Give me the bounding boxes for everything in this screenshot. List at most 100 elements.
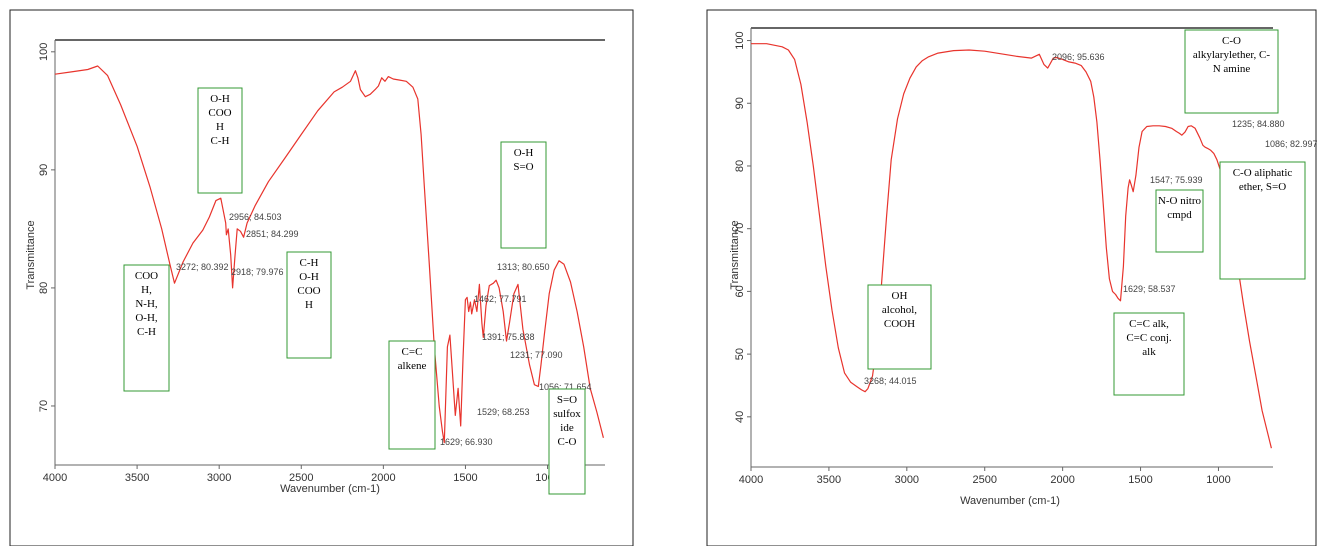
annotation-box-border [197, 87, 243, 194]
annotation-box: C-O alkylarylether, C- N amine [1184, 29, 1279, 114]
y-axis-title: Transmittance [729, 220, 741, 289]
peak-label: 1629; 66.930 [440, 437, 493, 447]
annotation-text: alkylarylether, C- [1193, 49, 1270, 61]
annotation-text: COO [208, 107, 231, 119]
annotation-text: C=C [402, 346, 423, 358]
y-tick-label: 90 [38, 164, 50, 176]
y-tick-label: 40 [734, 411, 746, 423]
annotation-box: COO H, N-H, O-H, C-H [123, 264, 170, 392]
annotation-text: S=O [557, 394, 577, 406]
annotation-text: C-H [300, 257, 319, 269]
annotation-box-border [1113, 312, 1185, 396]
y-tick-label: 60 [734, 285, 746, 297]
annotation-box-border [1184, 29, 1279, 114]
peak-label: 1629; 58.537 [1123, 284, 1176, 294]
peak-label: 1235; 84.880 [1232, 119, 1285, 129]
annotation-text: COO [135, 270, 158, 282]
annotation-text: ether, S=O [1239, 181, 1286, 193]
x-tick-label: 2000 [1050, 474, 1074, 486]
spectrum-line [751, 43, 1272, 449]
y-tick-label: 100 [38, 43, 50, 61]
annotation-text: O-H, [135, 312, 158, 324]
x-tick-label: 3500 [125, 472, 149, 484]
ftir-chart-left-svg: 4000 3500 3000 2500 2000 1500 1000708090100Wav… [9, 9, 634, 546]
peak-label: 1547; 75.939 [1150, 175, 1203, 185]
x-tick-label: 1500 [453, 472, 477, 484]
peak-label: 1056; 71.654 [539, 382, 592, 392]
annotation-box-border [123, 264, 170, 392]
annotation-text: C-O [558, 436, 577, 448]
y-tick-label: 90 [734, 97, 746, 109]
x-tick-label: 2000 [371, 472, 395, 484]
annotation-box: C=C alk, C=C conj. alk [1113, 312, 1185, 396]
annotation-box: C-H O-H COO H [286, 251, 332, 359]
y-tick-label: 80 [734, 160, 746, 172]
y-tick-label: 100 [734, 31, 746, 49]
y-tick-label: 70 [38, 400, 50, 412]
annotation-box-border [1155, 189, 1204, 253]
annotation-text: C-H [211, 135, 230, 147]
annotation-box: O-H S=O [500, 141, 547, 249]
annotation-box-border [286, 251, 332, 359]
ftir-chart-left: 4000 3500 3000 2500 2000 1500 1000 70 80 90 100 Wav… [0, 0, 640, 546]
annotation-box: C-O aliphatic ether, S=O [1219, 161, 1306, 280]
annotation-text: sulfox [553, 408, 581, 420]
x-tick-label: 2500 [289, 472, 313, 484]
peak-label: 2956; 84.503 [229, 212, 282, 222]
x-tick-label: 1500 [1128, 474, 1152, 486]
ftir-chart-right: 4000 3500 3000 2500 2000 1500 1000 40 50 60 70 80 90… [702, 0, 1317, 546]
annotation-box-border [500, 141, 547, 249]
peak-label: 3272; 80.392 [176, 262, 229, 272]
annotation-text: H, [141, 284, 152, 296]
annotation-box-border [1219, 161, 1306, 280]
annotation-text: OH [892, 290, 908, 302]
annotation-box-border [388, 340, 436, 450]
y-tick-label: 50 [734, 348, 746, 360]
x-tick-label: 3500 [817, 474, 841, 486]
x-tick-label: 1000 [1206, 474, 1230, 486]
x-tick-label: 3000 [207, 472, 231, 484]
x-tick-label: 3000 [895, 474, 919, 486]
peak-label: 1313; 80.650 [497, 262, 550, 272]
annotation-text: N-O nitro [1158, 195, 1202, 207]
y-tick-label: 70 [734, 223, 746, 235]
annotation-text: C-O aliphatic [1233, 167, 1293, 179]
annotation-text: H [305, 299, 313, 311]
annotation-text: alkene [398, 360, 427, 372]
x-tick-label: 2500 [972, 474, 996, 486]
peak-label: 2851; 84.299 [246, 229, 299, 239]
annotation-text: C-O [1222, 35, 1241, 47]
peak-label: 1086; 82.997 [1265, 139, 1317, 149]
annotation-text: COO [297, 285, 320, 297]
annotation-text: COOH [884, 318, 915, 330]
ftir-chart-right-svg: 4000 3500 3000 2500 2000 1500 1000 40 50 60 70 80 90… [706, 9, 1317, 546]
annotation-box: OH alcohol, COOH [867, 284, 932, 370]
x-axis-title: Wavenumber (cm-1) [960, 495, 1060, 507]
annotation-box-border [867, 284, 932, 370]
annotation-text: O-H [299, 271, 319, 283]
chart-frame [706, 9, 1317, 546]
annotation-box-border [548, 388, 586, 495]
annotation-box: N-O nitro cmpd [1155, 189, 1204, 253]
annotation-text: N-H, [135, 298, 158, 310]
annotation-text: H [216, 121, 224, 133]
annotation-text: cmpd [1167, 209, 1192, 221]
annotation-text: alk [1142, 346, 1156, 358]
annotation-box: O-H COO H C-H [197, 87, 243, 194]
peak-label: 1231; 77.090 [510, 350, 563, 360]
peak-label: 1391; 75.838 [482, 332, 535, 342]
annotation-box: C=C alkene [388, 340, 436, 450]
x-tick-label: 4000 [43, 472, 67, 484]
annotation-text: ide [560, 422, 574, 434]
spectrum-line [54, 65, 604, 444]
chart-frame [9, 9, 634, 546]
x-axis-title: Wavenumber (cm-1) [280, 483, 380, 495]
y-tick-label: 80 [38, 282, 50, 294]
peak-label: 1529; 68.253 [477, 407, 530, 417]
peak-label: 2096; 95.636 [1052, 52, 1105, 62]
annotation-text: O-H [210, 93, 230, 105]
annotation-text: C=C conj. [1126, 332, 1172, 344]
peak-label: 1462; 77.791 [474, 294, 527, 304]
peak-label: 2918; 79.976 [231, 267, 284, 277]
annotation-text: S=O [513, 161, 533, 173]
